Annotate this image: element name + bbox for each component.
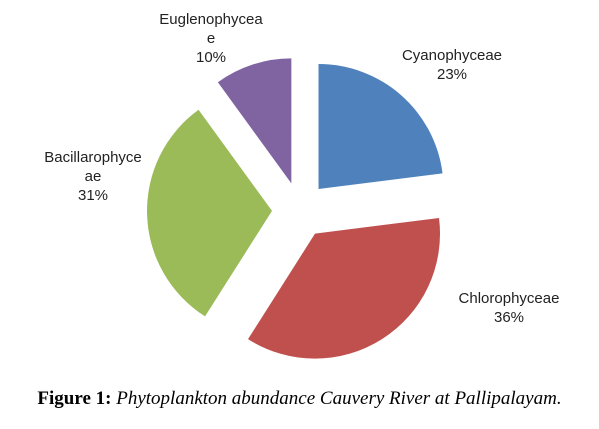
slice-label-chlorophyceae: Chlorophyceae 36%	[429, 289, 589, 327]
figure-caption: Figure 1: Phytoplankton abundance Cauver…	[0, 388, 599, 410]
slice-label-euglenophyceae: Euglenophycea e 10%	[131, 10, 291, 67]
slice-value-label: 31%	[77, 187, 109, 204]
slice-value-label: 23%	[436, 66, 468, 83]
slice-value-label: 36%	[493, 309, 525, 326]
slice-label-bacillarophyceae: Bacillarophyce ae 31%	[13, 148, 173, 205]
pie-slice-euglenophyceae	[217, 58, 292, 184]
pie-slice-chlorophyceae	[248, 217, 441, 359]
slice-label-line: Cyanophyceae	[401, 47, 503, 64]
slice-label-line: e	[206, 30, 216, 47]
slice-label-line: Bacillarophyce	[44, 149, 142, 166]
caption-text: Phytoplankton abundance Cauvery River at…	[116, 388, 562, 409]
slice-label-line: Euglenophycea	[159, 11, 263, 28]
slice-value-label: 10%	[195, 49, 227, 66]
caption-prefix: Figure 1:	[37, 388, 112, 409]
slice-label-line: ae	[84, 168, 102, 185]
slice-label-cyanophyceae: Cyanophyceae 23%	[372, 46, 532, 84]
pie-slice-cyanophyceae	[318, 64, 443, 189]
slice-label-line: Chlorophyceae	[458, 290, 560, 307]
pie-slice-bacillarophyceae	[147, 109, 273, 317]
